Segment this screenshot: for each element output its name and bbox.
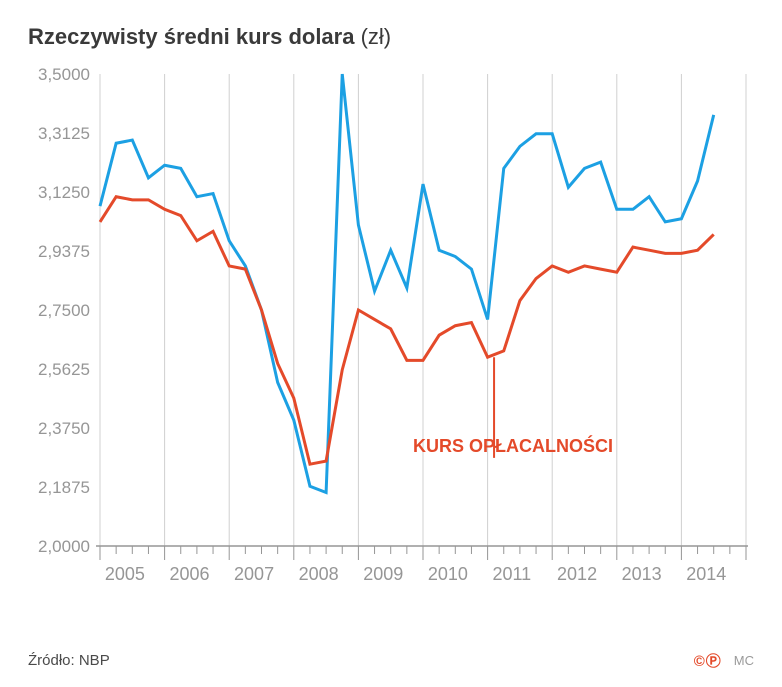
- chart-title: Rzeczywisty średni kurs dolara (zł): [28, 24, 754, 50]
- c-mark: ©: [694, 653, 706, 670]
- p-mark: Ⓟ: [706, 653, 722, 670]
- svg-text:2,7500: 2,7500: [38, 301, 90, 320]
- svg-text:2014: 2014: [686, 564, 726, 584]
- svg-text:2007: 2007: [234, 564, 274, 584]
- svg-text:2008: 2008: [299, 564, 339, 584]
- svg-text:2011: 2011: [492, 564, 531, 584]
- footer: Źródło: NBP ©Ⓟ MC: [28, 650, 754, 671]
- title-thin: (zł): [361, 24, 392, 49]
- svg-text:2,0000: 2,0000: [38, 537, 90, 556]
- svg-text:2005: 2005: [105, 564, 145, 584]
- svg-text:3,3125: 3,3125: [38, 124, 90, 143]
- svg-text:2012: 2012: [557, 564, 597, 584]
- footer-right: ©Ⓟ MC: [694, 650, 754, 671]
- chart-container: 2,0000 2,1875 2,3750 2,5625 2,7500 2,9375 3,12…: [28, 64, 752, 604]
- copyright-mark: ©Ⓟ: [694, 650, 722, 671]
- line-chart: 2,0000 2,1875 2,3750 2,5625 2,7500 2,9375 3,12…: [28, 64, 752, 604]
- svg-text:2,3750: 2,3750: [38, 419, 90, 438]
- svg-text:2,5625: 2,5625: [38, 360, 90, 379]
- svg-text:2,1875: 2,1875: [38, 478, 90, 497]
- svg-text:2010: 2010: [428, 564, 468, 584]
- svg-text:3,5000: 3,5000: [38, 65, 90, 84]
- svg-text:2013: 2013: [622, 564, 662, 584]
- svg-text:2,9375: 2,9375: [38, 242, 90, 261]
- source-label: Źródło: NBP: [28, 652, 110, 669]
- title-bold: Rzeczywisty średni kurs dolara: [28, 24, 354, 49]
- svg-text:KURS OPŁACALNOŚCI: KURS OPŁACALNOŚCI: [413, 435, 613, 456]
- mc-label: MC: [734, 653, 754, 668]
- svg-text:2006: 2006: [169, 564, 209, 584]
- svg-text:2009: 2009: [363, 564, 403, 584]
- svg-text:3,1250: 3,1250: [38, 183, 90, 202]
